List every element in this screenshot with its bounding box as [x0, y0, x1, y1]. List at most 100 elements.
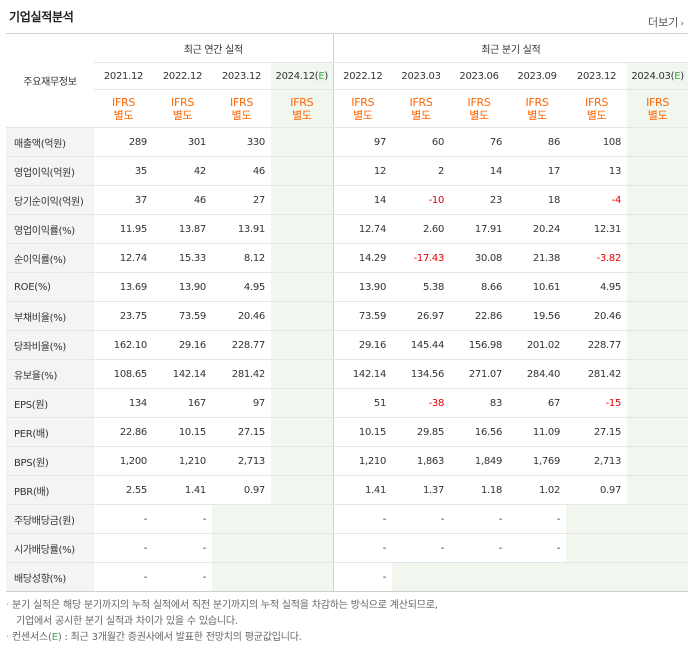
value-cell: 13.69 [94, 272, 153, 302]
value-cell: 1,769 [508, 446, 567, 476]
value-cell: 27.15 [212, 417, 271, 447]
value-cell: 228.77 [566, 330, 628, 360]
value-cell: 201.02 [508, 330, 567, 360]
value-cell: 1,210 [332, 446, 393, 476]
value-cell [627, 446, 689, 476]
value-cell: 145.44 [392, 330, 451, 360]
row-label: 유보율(%) [6, 359, 94, 389]
footnote-1: · 분기 실적은 해당 분기까지의 누적 실적에서 직전 분기까지의 누적 실적을… [6, 600, 438, 611]
table-row: 매출액(억원) 289 301 330 97 60 76 86 108 [6, 127, 689, 157]
value-cell [627, 562, 689, 592]
value-cell: 2.60 [392, 214, 451, 244]
row-label: 영업이익률(%) [6, 214, 94, 244]
value-cell: 167 [153, 388, 212, 418]
value-cell: - [450, 533, 509, 563]
value-cell: - [153, 562, 212, 592]
row-label: EPS(원) [6, 388, 94, 418]
row-label: 부채비율(%) [6, 301, 94, 331]
value-cell: 29.16 [153, 330, 212, 360]
row-label: 배당성향(%) [6, 562, 94, 592]
value-cell: 51 [332, 388, 393, 418]
value-cell: 2.55 [94, 475, 153, 505]
table-row: 당좌비율(%) 162.10 29.16 228.77 29.16 145.44 156.9… [6, 330, 689, 360]
value-cell: 14.29 [332, 243, 393, 273]
value-cell [271, 301, 334, 331]
value-cell: 22.86 [450, 301, 509, 331]
more-link[interactable]: 더보기 › [648, 14, 684, 30]
value-cell [271, 330, 334, 360]
quarter-period-2: 2023.06 [450, 62, 509, 90]
value-cell: 12.74 [94, 243, 153, 273]
value-cell: 8.12 [212, 243, 271, 273]
value-cell [271, 156, 334, 186]
value-cell: 13.90 [153, 272, 212, 302]
value-cell: - [94, 504, 153, 534]
value-cell: 142.14 [153, 359, 212, 389]
value-cell [271, 388, 334, 418]
table-row: 유보율(%) 108.65 142.14 281.42 142.14 134.56 271.… [6, 359, 689, 389]
value-cell: 67 [508, 388, 567, 418]
footnote-2: · 컨센서스(E) : 최근 3개월간 증권사에서 발표한 전망치의 평균값입니다… [6, 632, 302, 643]
value-cell: 281.42 [212, 359, 271, 389]
value-cell: 284.40 [508, 359, 567, 389]
basis-cell: IFRS 별도 [392, 89, 451, 128]
value-cell: 15.33 [153, 243, 212, 273]
value-cell: 10.15 [153, 417, 212, 447]
table-row: PBR(배) 2.55 1.41 0.97 1.41 1.37 1.18 1.02 0.97 [6, 475, 689, 505]
annual-period-0: 2021.12 [94, 62, 153, 90]
row-label: 시가배당률(%) [6, 533, 94, 563]
value-cell: - [508, 504, 567, 534]
table-row: 부채비율(%) 23.75 73.59 20.46 73.59 26.97 22.86 19.… [6, 301, 689, 331]
table-row: 순이익률(%) 12.74 15.33 8.12 14.29 -17.43 30.08 21.… [6, 243, 689, 273]
value-cell: 46 [153, 185, 212, 215]
value-cell: 2,713 [212, 446, 271, 476]
value-cell: 142.14 [332, 359, 393, 389]
value-cell [627, 301, 689, 331]
value-cell: 1,210 [153, 446, 212, 476]
value-cell: -17.43 [392, 243, 451, 273]
value-cell: 83 [450, 388, 509, 418]
value-cell: 301 [153, 127, 212, 157]
quarter-period-1: 2023.03 [392, 62, 451, 90]
value-cell: 2,713 [566, 446, 628, 476]
chevron-right-icon: › [680, 19, 684, 29]
value-cell [566, 504, 628, 534]
basis-cell: IFRS 별도 [627, 89, 689, 128]
value-cell [566, 562, 628, 592]
row-label: 매출액(억원) [6, 127, 94, 157]
value-cell [271, 533, 334, 563]
value-cell: 4.95 [212, 272, 271, 302]
footnotes: · 분기 실적은 해당 분기까지의 누적 실적에서 직전 분기까지의 누적 실적을… [6, 598, 438, 646]
table-row: PER(배) 22.86 10.15 27.15 10.15 29.85 16.56 11.0… [6, 417, 689, 447]
basis-cell: IFRS 별도 [153, 89, 212, 128]
value-cell [627, 504, 689, 534]
value-cell: 11.95 [94, 214, 153, 244]
value-cell: - [153, 533, 212, 563]
value-cell: 4.95 [566, 272, 628, 302]
value-cell: 16.56 [450, 417, 509, 447]
value-cell [271, 475, 334, 505]
value-cell: 156.98 [450, 330, 509, 360]
value-cell: - [392, 504, 451, 534]
value-cell: 281.42 [566, 359, 628, 389]
value-cell: 1.41 [332, 475, 393, 505]
value-cell: 289 [94, 127, 153, 157]
more-label: 더보기 [648, 16, 679, 29]
value-cell: 1.02 [508, 475, 567, 505]
basis-cell: IFRS 별도 [94, 89, 153, 128]
row-label: 당기순이익(억원) [6, 185, 94, 215]
value-cell [508, 562, 567, 592]
value-cell: 60 [392, 127, 451, 157]
quarter-period-4: 2023.12 [566, 62, 628, 90]
value-cell [271, 272, 334, 302]
value-cell [271, 417, 334, 447]
value-cell [450, 562, 509, 592]
value-cell: 18 [508, 185, 567, 215]
row-label: 당좌비율(%) [6, 330, 94, 360]
value-cell: 271.07 [450, 359, 509, 389]
value-cell: 27 [212, 185, 271, 215]
value-cell: 12 [332, 156, 393, 186]
value-cell: 12.74 [332, 214, 393, 244]
value-cell: 35 [94, 156, 153, 186]
value-cell [627, 272, 689, 302]
